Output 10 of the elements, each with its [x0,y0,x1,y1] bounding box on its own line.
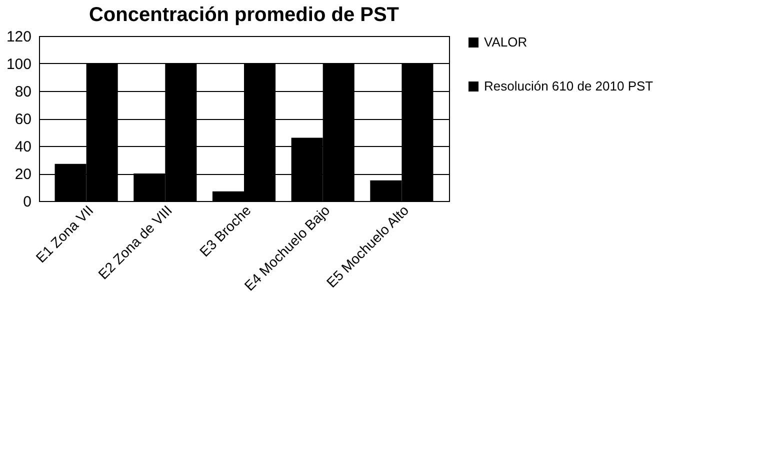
y-tick-label: 0 [23,194,32,210]
y-tick-label: 40 [14,138,32,156]
legend-label: VALOR [484,34,528,50]
y-tick-label: 80 [14,84,32,100]
y-tick-label: 20 [14,166,32,183]
y-tick-label: 100 [6,56,32,73]
legend-label: Resolución 610 de 2010 PST [484,78,654,94]
y-tick-label: 120 [6,28,32,46]
chart-title: Concentración promedio de PST [88,4,400,26]
y-tick-label: 60 [14,111,32,128]
